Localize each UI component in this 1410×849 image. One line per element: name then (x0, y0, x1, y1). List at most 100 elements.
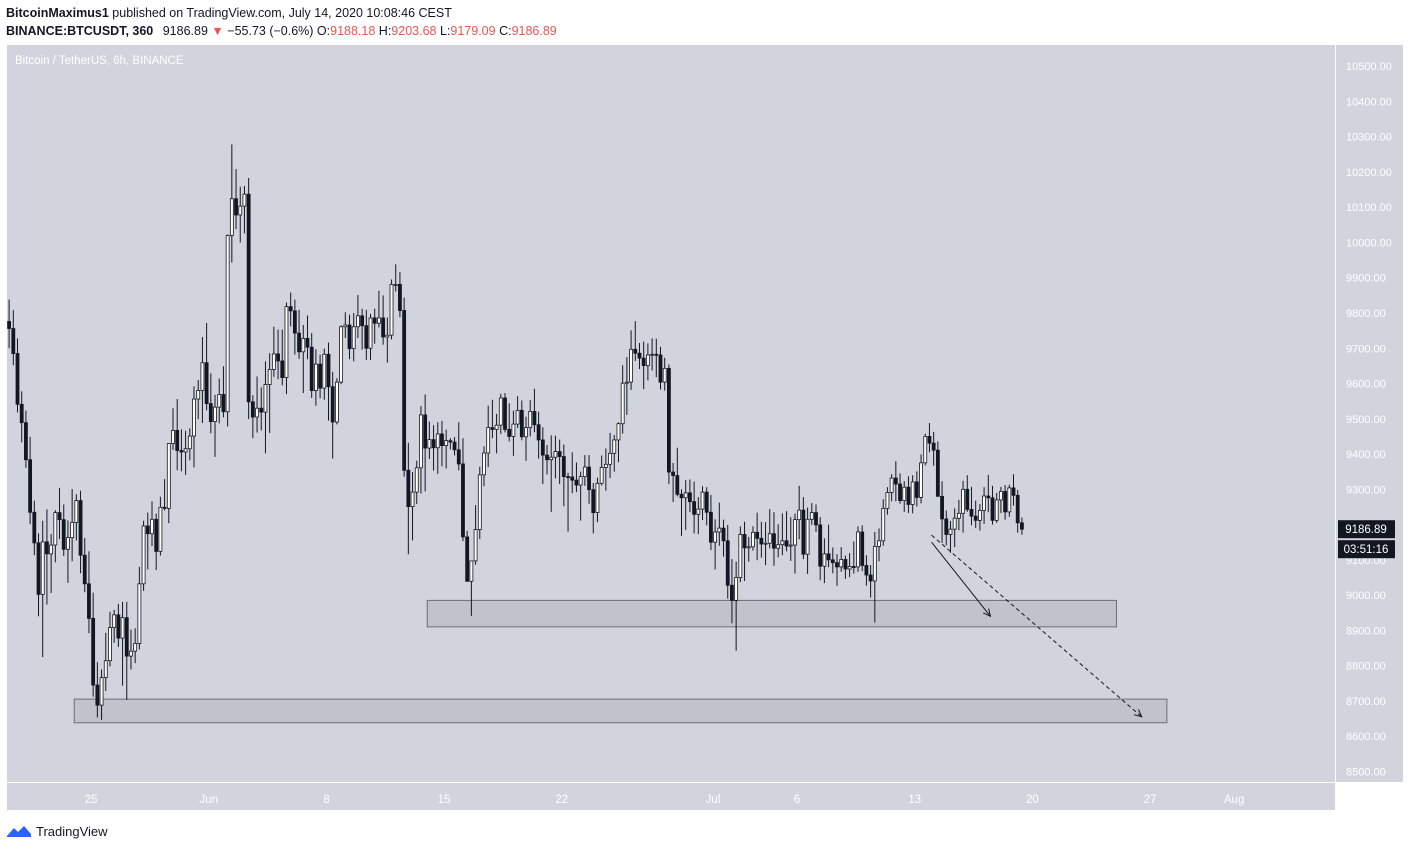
candle-body-up (53, 512, 58, 546)
candle-body-down (851, 566, 856, 568)
candle-body-down (221, 394, 226, 413)
candle-body-up (129, 650, 133, 657)
candle-body-up (595, 482, 600, 513)
countdown-tag-label: 03:51:16 (1344, 544, 1389, 556)
candle-body-down (835, 562, 839, 568)
candle-body-up (435, 433, 440, 449)
y-tick-label: 10300.00 (1346, 132, 1392, 144)
candle-body-down (360, 315, 365, 327)
x-tick-label: Jun (199, 794, 218, 806)
low-label: L: (439, 24, 451, 38)
candle-body-down (633, 348, 638, 354)
candle-body-down (914, 481, 919, 498)
candle-body-down (175, 430, 180, 451)
candle-body-down (742, 534, 747, 549)
candle-body-down (452, 441, 457, 451)
last-price-tag-label: 9186.89 (1345, 524, 1387, 536)
candle-body-up (108, 627, 112, 662)
candle-body-up (74, 500, 79, 523)
candle-body-up (713, 531, 718, 543)
time-axis-labels: 25 Jun 8 15 22 Jul 6 13 20 27 Aug (85, 794, 1245, 806)
y-tick-label: 8600.00 (1346, 731, 1386, 743)
candle-body-up (982, 495, 986, 511)
y-tick-label: 10000.00 (1346, 237, 1392, 249)
candle-body-up (881, 507, 886, 542)
candle-body-down (566, 476, 570, 479)
price-axis[interactable] (1336, 45, 1403, 782)
x-tick-label: 6 (794, 794, 800, 806)
y-tick-label: 9900.00 (1346, 273, 1386, 285)
candle-body-down (381, 317, 386, 338)
candle-body-up (419, 414, 423, 469)
candle-body-up (192, 398, 196, 437)
candle-body-down (24, 422, 28, 461)
candle-body-down (456, 449, 461, 465)
candle-body-down (532, 410, 537, 426)
candle-body-down (95, 684, 100, 706)
x-tick-label: 22 (555, 794, 568, 806)
candle-body-up (313, 363, 318, 391)
candle-body-down (986, 495, 991, 499)
candle-body-up (885, 492, 890, 509)
candle-body-down (965, 488, 970, 510)
y-tick-label: 10200.00 (1346, 167, 1392, 179)
candle-body-down (666, 367, 671, 473)
candle-body-up (511, 423, 516, 437)
candle-body-down (402, 310, 407, 471)
candle-body-up (183, 448, 188, 453)
candle-body-down (658, 354, 663, 383)
candle-body-up (301, 337, 306, 353)
candle-body-down (692, 501, 697, 515)
candle-body-down (935, 449, 940, 497)
x-tick-label: 27 (1144, 794, 1157, 806)
candle-body-up (788, 544, 793, 547)
candle-body-down (587, 466, 591, 491)
candle-body-down (87, 583, 91, 619)
candle-body-down (461, 463, 465, 538)
candle-body-down (372, 317, 377, 324)
open-value: 9188.18 (330, 24, 376, 38)
candle-body-down (246, 193, 251, 403)
candle-body-down (145, 525, 150, 535)
candle-body-down (465, 536, 470, 582)
candle-body-down (927, 436, 932, 444)
candle-body-down (423, 414, 428, 449)
candle-body-up (213, 406, 217, 423)
candle-body-down (519, 409, 524, 438)
time-axis[interactable] (7, 783, 1335, 810)
candle-body-down (969, 509, 974, 517)
candle-body-up (910, 481, 915, 505)
candle-body-up (793, 519, 797, 546)
candle-body-down (490, 427, 495, 430)
candle-body-up (923, 436, 928, 464)
author-link[interactable]: BitcoinMaximus1 (6, 6, 109, 20)
countdown-tag (1338, 540, 1395, 559)
candle-body-down (507, 428, 512, 437)
candle-body-down (641, 357, 646, 366)
candle-body-up (166, 443, 171, 509)
candle-body-down (557, 451, 562, 457)
candle-body-up (805, 518, 810, 555)
candle-body-down (990, 497, 995, 521)
candle-body-down (704, 491, 709, 513)
candle-body-up (994, 499, 999, 521)
candle-body-up (225, 235, 230, 413)
arrow-head-icon (1133, 709, 1143, 718)
candle-body-up (187, 435, 192, 450)
candle-body-down (45, 541, 49, 555)
candle-body-up (427, 439, 432, 449)
publication-header: BitcoinMaximus1 published on TradingView… (6, 4, 557, 40)
x-tick-label: Jul (706, 794, 721, 806)
price-axis-labels: 8500.00 8600.00 8700.00 8800.00 8900.00 9000.… (1346, 61, 1392, 778)
candle-body-down (204, 362, 209, 405)
plot-area[interactable] (7, 45, 1335, 782)
candle-body-up (763, 542, 768, 545)
candle-body-down (931, 442, 936, 451)
candle-body-up (746, 546, 751, 549)
projection-arrows (931, 534, 1143, 718)
candle-body-up (877, 540, 881, 547)
price-chart[interactable]: Bitcoin / TetherUS, 6h, BINANCE 8500.008… (0, 42, 1410, 814)
candle-body-down (406, 469, 411, 507)
candle-body-up (780, 540, 785, 546)
candle-body-up (776, 544, 781, 549)
